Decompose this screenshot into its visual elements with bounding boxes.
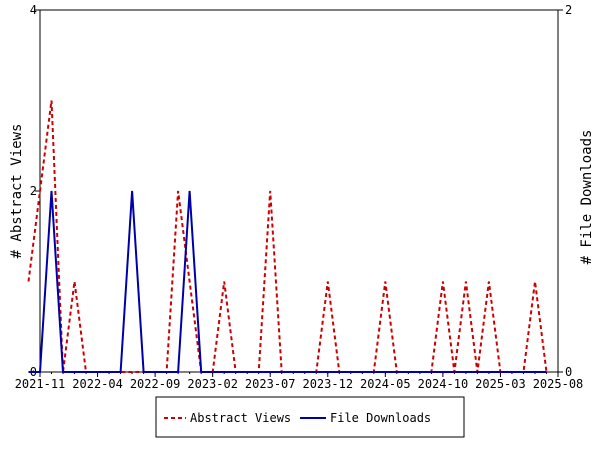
left-tick-label: 4 — [30, 3, 37, 17]
legend-label-abstract-views: Abstract Views — [190, 411, 291, 425]
x-tick-label: 2021-11 — [15, 377, 66, 391]
series-layer — [27, 100, 548, 373]
x-tick-label: 2025-03 — [475, 377, 526, 391]
x-tick-label: 2022-09 — [130, 377, 181, 391]
series-line-file-downloads — [28, 190, 547, 373]
left-tick-label: 2 — [30, 184, 37, 198]
x-tick-label: 2023-12 — [302, 377, 353, 391]
x-tick-label: 2022-04 — [72, 377, 123, 391]
x-tick-label: 2025-08 — [533, 377, 584, 391]
right-tick-label: 2 — [565, 3, 572, 17]
x-tick-label: 2023-02 — [187, 377, 238, 391]
x-axis-ticks: 2021-11 2022-04 2022-09 2023-02 2023-07 2023-… — [15, 372, 584, 391]
left-axis-label: # Abstract Views — [9, 124, 25, 259]
x-tick-label: 2023-07 — [245, 377, 296, 391]
right-axis-ticks: 02 — [558, 3, 572, 379]
right-tick-label: 0 — [565, 365, 572, 379]
right-axis-label: # File Downloads — [579, 130, 595, 265]
legend-label-file-downloads: File Downloads — [330, 411, 431, 425]
x-tick-label: 2024-10 — [418, 377, 469, 391]
legend: Abstract Views File Downloads — [155, 396, 465, 438]
x-tick-label: 2024-05 — [360, 377, 411, 391]
